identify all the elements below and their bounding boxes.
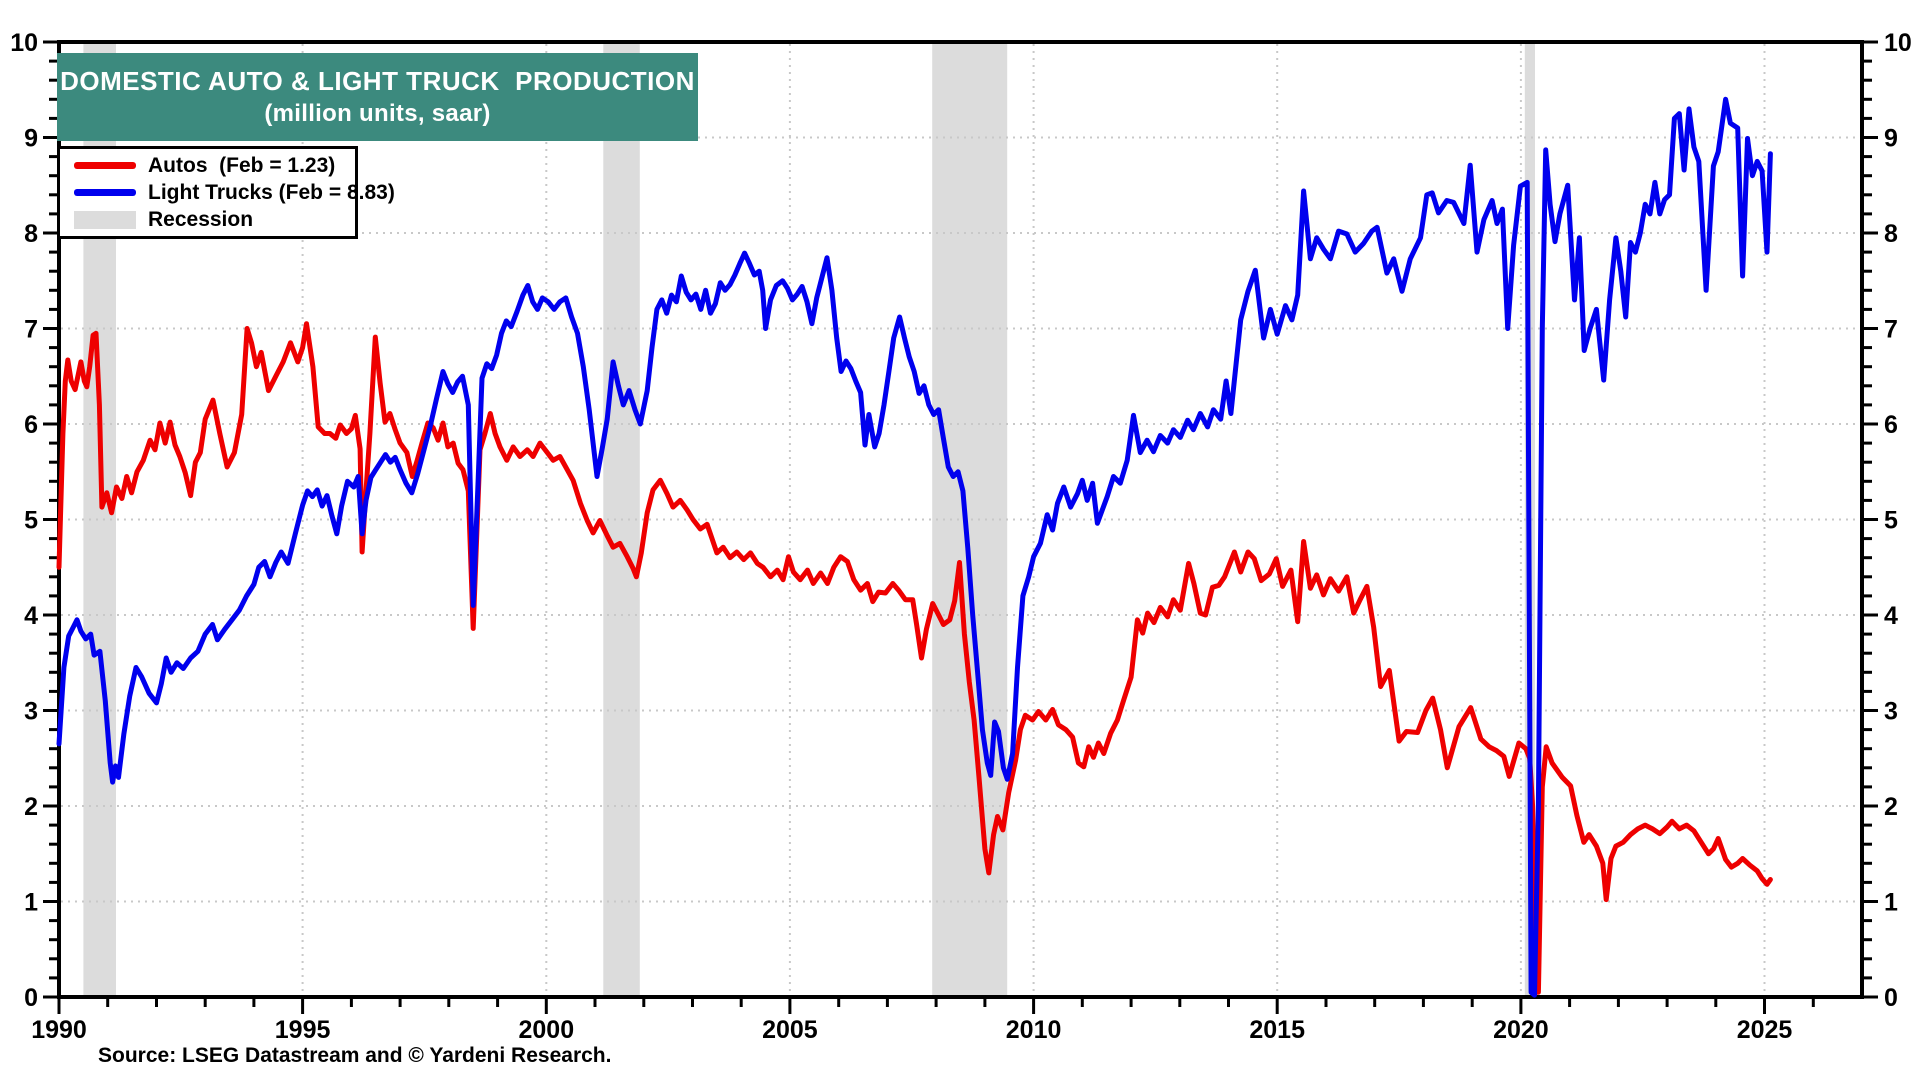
light-trucks-line-swatch — [74, 189, 136, 196]
y-tick-label-left: 9 — [24, 125, 38, 153]
x-tick-label: 1995 — [275, 1016, 331, 1044]
axis-tick-labels: 1990 1995 2000 2005 2010 2015 2020 2025 0 0 1 1 2 2 3 3… — [10, 29, 1912, 1044]
x-tick-label: 2015 — [1249, 1016, 1305, 1044]
series-lines — [56, 96, 1773, 998]
y-tick-label-right: 8 — [1884, 220, 1898, 248]
x-tick-label: 1990 — [31, 1016, 87, 1044]
y-tick-label-right: 0 — [1884, 984, 1898, 1012]
chart-subtitle: (million units, saar) — [264, 100, 491, 127]
y-tick-label-right: 3 — [1884, 698, 1898, 726]
legend-label-recession: Recession — [148, 207, 254, 231]
x-tick-label: 2000 — [518, 1016, 574, 1044]
x-tick-label: 2020 — [1493, 1016, 1549, 1044]
y-tick-label-right: 2 — [1884, 793, 1898, 821]
legend-label-light-trucks: Light Trucks (Feb = 8.83) — [148, 180, 395, 204]
y-tick-label-left: 1 — [24, 889, 38, 917]
source-note: Source: LSEG Datastream and © Yardeni Re… — [98, 1044, 612, 1067]
y-tick-label-left: 5 — [24, 507, 38, 535]
y-tick-label-right: 5 — [1884, 507, 1898, 535]
y-tick-label-left: 6 — [24, 411, 38, 439]
y-tick-label-right: 7 — [1884, 316, 1898, 344]
y-tick-label-right: 6 — [1884, 411, 1898, 439]
y-tick-label-right: 1 — [1884, 889, 1898, 917]
legend-box: Autos (Feb = 1.23) Light Trucks (Feb = 8… — [57, 146, 395, 239]
x-tick-label: 2005 — [762, 1016, 818, 1044]
y-tick-label-left: 7 — [24, 316, 38, 344]
gridlines — [61, 44, 1860, 995]
legend-item-recession: Recession — [74, 207, 355, 232]
x-tick-label: 2025 — [1737, 1016, 1793, 1044]
legend-item-light-trucks: Light Trucks (Feb = 8.83) — [74, 180, 395, 205]
y-tick-label-left: 0 — [24, 984, 38, 1012]
autos-line-swatch — [74, 162, 136, 169]
chart-title: DOMESTIC AUTO & LIGHT TRUCK PRODUCTION — [60, 66, 695, 96]
axis-ticks — [43, 40, 1878, 1014]
legend-label-autos: Autos (Feb = 1.23) — [148, 153, 336, 177]
y-tick-label-left: 2 — [24, 793, 38, 821]
autos-series-line — [56, 321, 1773, 995]
y-tick-label-left: 10 — [10, 29, 38, 57]
y-tick-label-right: 4 — [1884, 602, 1898, 630]
y-tick-label-left: 4 — [24, 602, 38, 630]
y-tick-label-left: 3 — [24, 698, 38, 726]
y-tick-label-right: 10 — [1884, 29, 1912, 57]
title-banner: DOMESTIC AUTO & LIGHT TRUCK PRODUCTION (… — [57, 53, 698, 141]
x-tick-label: 2010 — [1006, 1016, 1062, 1044]
y-tick-label-right: 9 — [1884, 125, 1898, 153]
legend-item-autos: Autos (Feb = 1.23) — [74, 153, 355, 178]
y-tick-label-left: 8 — [24, 220, 38, 248]
recession-swatch — [74, 210, 136, 229]
light-trucks-series-line — [56, 96, 1773, 998]
